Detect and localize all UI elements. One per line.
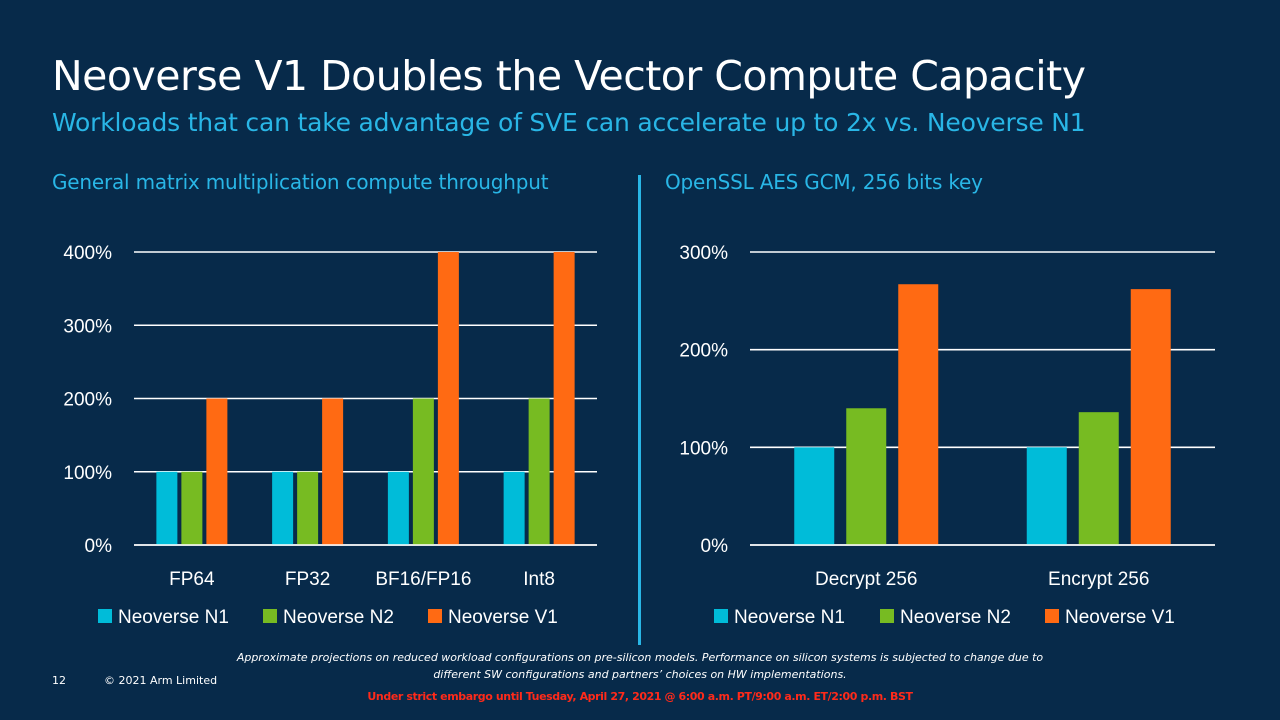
right-chart-title: OpenSSL AES GCM, 256 bits key (665, 170, 983, 194)
bar (528, 398, 550, 545)
legend-label: Neoverse V1 (448, 607, 558, 628)
slide-title: Neoverse V1 Doubles the Vector Compute C… (52, 52, 1086, 100)
bar (794, 447, 835, 545)
x-tick-label: BF16/FP16 (375, 569, 471, 590)
legend-swatch (263, 609, 277, 623)
bar (898, 284, 939, 545)
legend-swatch (714, 609, 728, 623)
x-tick-label: Decrypt 256 (815, 569, 917, 590)
slide-subtitle: Workloads that can take advantage of SVE… (52, 108, 1086, 137)
legend-label: Neoverse V1 (1065, 607, 1175, 628)
legend-swatch (428, 609, 442, 623)
bar (297, 471, 319, 545)
footnote-line-1: Approximate projections on reduced workl… (236, 651, 1044, 664)
legend-label: Neoverse N1 (118, 607, 229, 628)
legend-swatch (880, 609, 894, 623)
legend-label: Neoverse N2 (900, 607, 1011, 628)
footnote-line-2: different SW configurations and partners… (433, 668, 847, 681)
bar (181, 471, 203, 545)
left-chart-title: General matrix multiplication compute th… (52, 170, 549, 194)
bar (503, 471, 525, 545)
bar (553, 252, 575, 545)
bar (322, 398, 344, 545)
y-tick-label: 400% (63, 243, 112, 264)
embargo-notice: Under strict embargo until Tuesday, Apri… (367, 690, 913, 703)
bar (846, 408, 887, 545)
bar (1130, 289, 1171, 545)
bar (412, 398, 434, 545)
bar (206, 398, 228, 545)
y-tick-label: 0% (85, 536, 113, 557)
y-tick-label: 300% (679, 243, 728, 264)
y-tick-label: 200% (679, 341, 728, 362)
page-number: 12 (52, 674, 66, 687)
copyright: © 2021 Arm Limited (104, 674, 218, 687)
bar (272, 471, 294, 545)
x-tick-label: Encrypt 256 (1048, 569, 1149, 590)
legend-swatch (98, 609, 112, 623)
x-tick-label: FP64 (169, 569, 215, 590)
legend-label: Neoverse N1 (734, 607, 845, 628)
y-tick-label: 100% (63, 463, 112, 484)
bar (1078, 412, 1119, 545)
legend-swatch (1045, 609, 1059, 623)
y-tick-label: 0% (701, 536, 729, 557)
bar (387, 471, 409, 545)
y-tick-label: 200% (63, 390, 112, 411)
chart-divider (638, 175, 641, 645)
x-tick-label: Int8 (523, 569, 555, 590)
legend-label: Neoverse N2 (283, 607, 394, 628)
bar (1026, 447, 1067, 545)
bar (156, 471, 178, 545)
bar (437, 252, 459, 545)
y-tick-label: 100% (679, 438, 728, 459)
x-tick-label: FP32 (285, 569, 330, 590)
y-tick-label: 300% (63, 316, 112, 337)
